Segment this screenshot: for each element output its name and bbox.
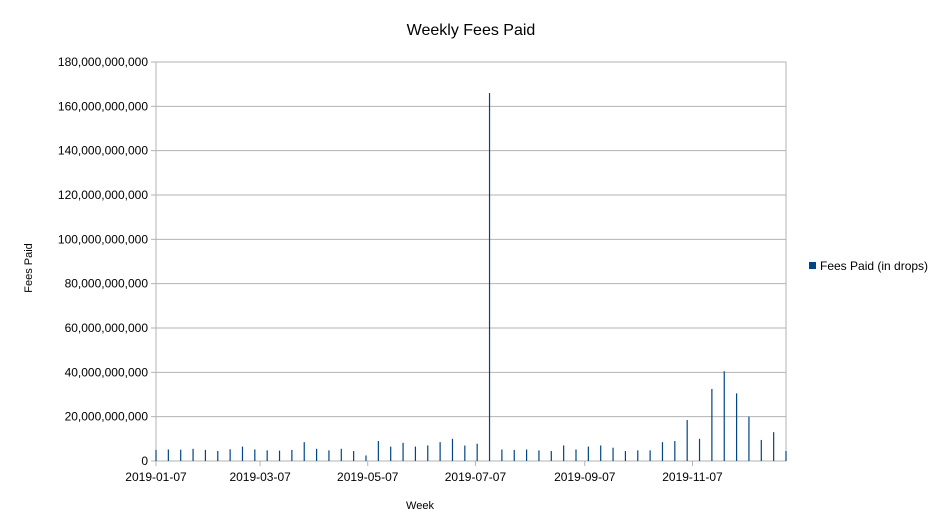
x-tick-label: 2019-11-07 — [662, 470, 723, 484]
bar — [612, 447, 614, 461]
x-tick-label: 2019-05-07 — [337, 470, 399, 484]
chart-title: Weekly Fees Paid — [407, 22, 536, 39]
y-axis-title: Fees Paid — [23, 243, 35, 293]
bar — [315, 448, 318, 461]
bar — [204, 449, 207, 461]
bar — [192, 448, 194, 461]
bar — [525, 449, 528, 461]
bar — [353, 451, 355, 461]
y-tick-label: 20,000,000,000 — [65, 410, 149, 424]
x-axis-title: Week — [406, 500, 434, 512]
bar — [698, 438, 701, 461]
bar — [538, 450, 540, 461]
bar — [773, 432, 775, 461]
x-axis-tick-labels: 2019-01-07 2019-03-07 2019-05-07 2019-07-07… — [125, 470, 723, 484]
bar — [723, 371, 725, 461]
bar — [488, 93, 491, 462]
bar — [637, 450, 639, 461]
bar — [451, 438, 454, 461]
legend-swatch — [809, 262, 816, 269]
bar — [785, 451, 787, 461]
bar — [377, 441, 379, 461]
bar — [501, 449, 503, 461]
bar — [575, 449, 577, 461]
plot-area-frame — [155, 61, 787, 462]
legend: Fees Paid (in drops) — [809, 259, 928, 273]
bar — [229, 449, 231, 461]
bar — [414, 446, 417, 461]
x-tick-label: 2019-07-07 — [445, 470, 507, 484]
bar — [180, 449, 182, 461]
x-tick-label: 2019-09-07 — [554, 470, 616, 484]
y-tick-label: 140,000,000,000 — [58, 144, 148, 158]
bar — [155, 449, 157, 461]
bar — [390, 446, 392, 461]
bar — [291, 449, 293, 461]
bar — [427, 445, 429, 461]
bar — [439, 442, 441, 461]
bar — [600, 445, 602, 461]
y-tick-label: 120,000,000,000 — [58, 188, 148, 202]
bar — [587, 446, 589, 461]
bar — [328, 450, 330, 461]
bar — [254, 449, 256, 461]
y-tick-label: 160,000,000,000 — [58, 99, 148, 113]
bar — [735, 393, 738, 461]
bar — [217, 451, 219, 461]
y-tick-label: 100,000,000,000 — [58, 232, 148, 246]
y-tick-label: 0 — [141, 454, 148, 468]
bar — [563, 445, 565, 461]
x-tick-label: 2019-01-07 — [125, 470, 187, 484]
gridlines — [151, 61, 786, 466]
bar — [303, 442, 305, 461]
bar — [674, 441, 676, 461]
bar — [649, 450, 651, 461]
bar — [711, 388, 713, 461]
bar — [167, 449, 169, 461]
bar — [402, 442, 404, 461]
bars — [155, 93, 787, 462]
bar — [748, 416, 750, 461]
bar — [266, 450, 268, 461]
bar — [365, 455, 367, 461]
bar — [278, 450, 281, 461]
bar — [624, 451, 627, 461]
y-tick-label: 60,000,000,000 — [65, 321, 149, 335]
bar — [464, 445, 466, 461]
y-tick-label: 40,000,000,000 — [65, 365, 149, 379]
x-tick-label: 2019-03-07 — [229, 470, 291, 484]
bar — [550, 451, 552, 461]
bar — [241, 446, 244, 461]
bar — [476, 443, 478, 461]
bar — [760, 439, 762, 461]
bar — [513, 449, 515, 461]
bar — [661, 442, 664, 461]
y-tick-label: 180,000,000,000 — [58, 55, 148, 69]
y-tick-label: 80,000,000,000 — [65, 277, 149, 291]
legend-label: Fees Paid (in drops) — [820, 259, 928, 273]
bar — [686, 419, 688, 461]
y-axis-tick-labels: 0 20,000,000,000 40,000,000,000 60,000,000,… — [58, 55, 148, 468]
bar — [340, 448, 342, 461]
